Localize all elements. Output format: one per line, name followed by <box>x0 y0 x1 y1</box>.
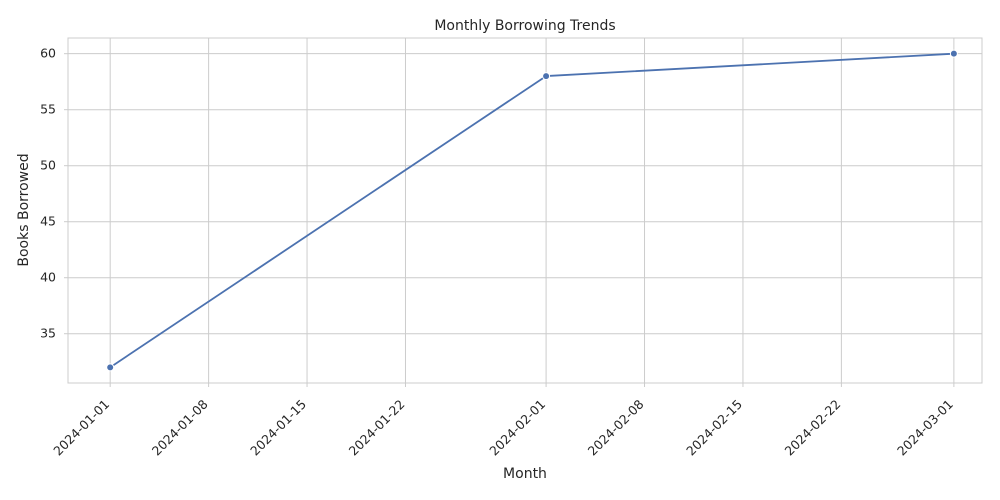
x-tick-label-7: 2024-02-15 <box>683 397 745 459</box>
series-line-1 <box>109 52 955 369</box>
y-tick-label-4: 50 <box>40 158 56 173</box>
x-axis-label: Month <box>503 466 547 482</box>
y-tick-label-2: 40 <box>40 270 56 285</box>
x-tick-label-4: 2024-01-22 <box>346 397 408 459</box>
series-layer <box>109 52 955 369</box>
x-tick-label-1: 2024-01-01 <box>50 397 112 459</box>
x-tick-label-5: 2024-02-01 <box>486 397 548 459</box>
x-tick-label-9: 2024-03-01 <box>894 397 956 459</box>
plot-frame <box>67 37 983 384</box>
points-layer <box>106 49 958 372</box>
grid-layer <box>68 38 982 383</box>
y-tick-label-3: 45 <box>40 214 56 229</box>
x-tick-label-2: 2024-01-08 <box>149 396 211 458</box>
data-point-1-1 <box>106 363 115 372</box>
axes-frame <box>67 37 983 384</box>
x-tick-label-6: 2024-02-08 <box>585 396 647 458</box>
x-tick-label-3: 2024-01-15 <box>247 397 309 459</box>
y-tick-label-1: 35 <box>40 326 56 341</box>
y-axis-label: Books Borrowed <box>16 153 32 266</box>
data-point-1-2 <box>542 72 551 81</box>
y-tick-label-5: 55 <box>40 102 56 117</box>
y-tick-label-6: 60 <box>40 46 56 61</box>
chart-title: Monthly Borrowing Trends <box>434 18 615 34</box>
data-point-1-3 <box>949 49 958 58</box>
x-tick-label-8: 2024-02-22 <box>782 397 844 459</box>
